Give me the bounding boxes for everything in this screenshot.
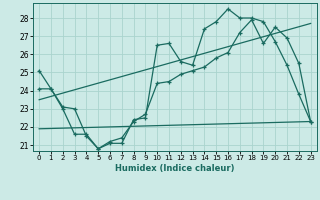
X-axis label: Humidex (Indice chaleur): Humidex (Indice chaleur) (115, 164, 235, 173)
